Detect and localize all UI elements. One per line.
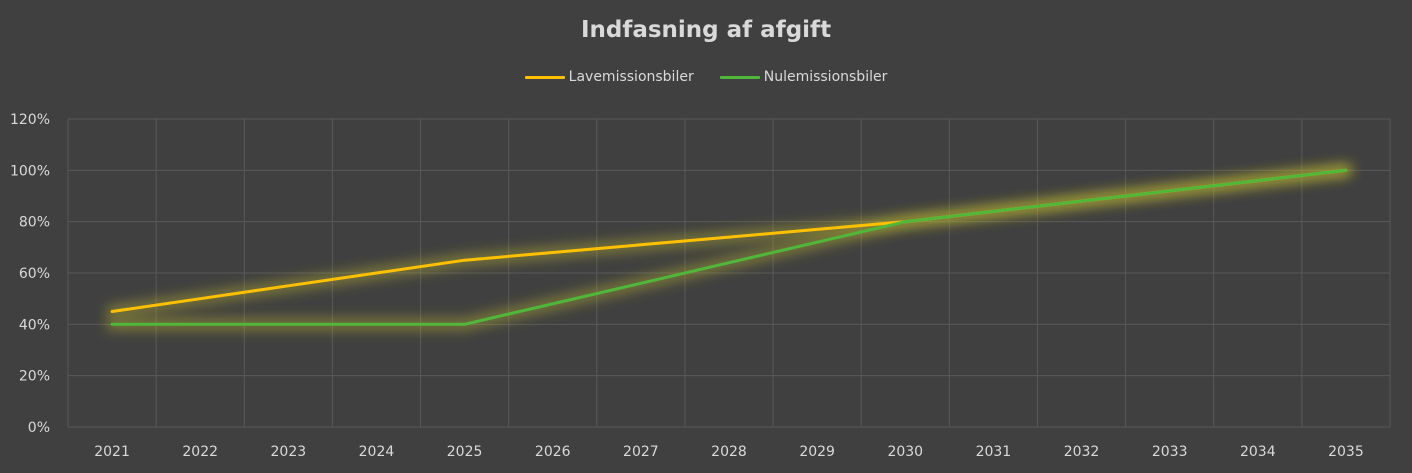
x-tick-label: 2022 <box>182 444 218 460</box>
y-tick-label: 100% <box>10 163 50 179</box>
x-tick-label: 2033 <box>1152 444 1188 460</box>
x-tick-label: 2032 <box>1064 444 1100 460</box>
grid <box>67 118 1391 428</box>
y-tick-label: 40% <box>19 317 50 333</box>
x-tick-label: 2035 <box>1328 444 1364 460</box>
y-tick-label: 80% <box>19 215 50 231</box>
legend-label-lavemissionsbiler: Lavemissionsbiler <box>568 69 694 85</box>
x-tick-label: 2028 <box>711 444 747 460</box>
chart-title: Indfasning af afgift <box>580 17 832 43</box>
legend-swatch-nulemissionsbiler <box>719 75 760 79</box>
x-tick-label: 2031 <box>976 444 1012 460</box>
y-tick-label: 20% <box>19 369 50 385</box>
legend-swatch-lavemissionsbiler <box>524 75 565 79</box>
y-tick-label: 60% <box>19 266 50 282</box>
series <box>106 164 1352 331</box>
legend-item-lavemissionsbiler: Lavemissionsbiler <box>524 69 694 85</box>
y-tick-label: 0% <box>28 420 50 436</box>
legend-label-nulemissionsbiler: Nulemissionsbiler <box>763 69 888 85</box>
legend: Lavemissionsbiler Nulemissionsbiler <box>0 69 1412 85</box>
x-tick-label: 2025 <box>447 444 483 460</box>
y-axis-ticks: 0% 20% 40% 60% 80% 100% 120% <box>10 112 50 436</box>
x-tick-label: 2024 <box>359 444 395 460</box>
x-tick-label: 2034 <box>1240 444 1276 460</box>
legend-item-nulemissionsbiler: Nulemissionsbiler <box>719 69 888 85</box>
x-tick-label: 2023 <box>271 444 307 460</box>
y-tick-label: 120% <box>10 112 50 128</box>
x-axis-ticks: 2021 2022 2023 2024 2025 2026 2027 2028 2029 2030… <box>94 444 1364 460</box>
x-tick-label: 2027 <box>623 444 659 460</box>
x-tick-label: 2029 <box>799 444 835 460</box>
x-tick-label: 2021 <box>94 444 130 460</box>
x-tick-label: 2030 <box>887 444 923 460</box>
x-tick-label: 2026 <box>535 444 571 460</box>
series-line-nulemissionsbiler <box>110 168 1348 326</box>
